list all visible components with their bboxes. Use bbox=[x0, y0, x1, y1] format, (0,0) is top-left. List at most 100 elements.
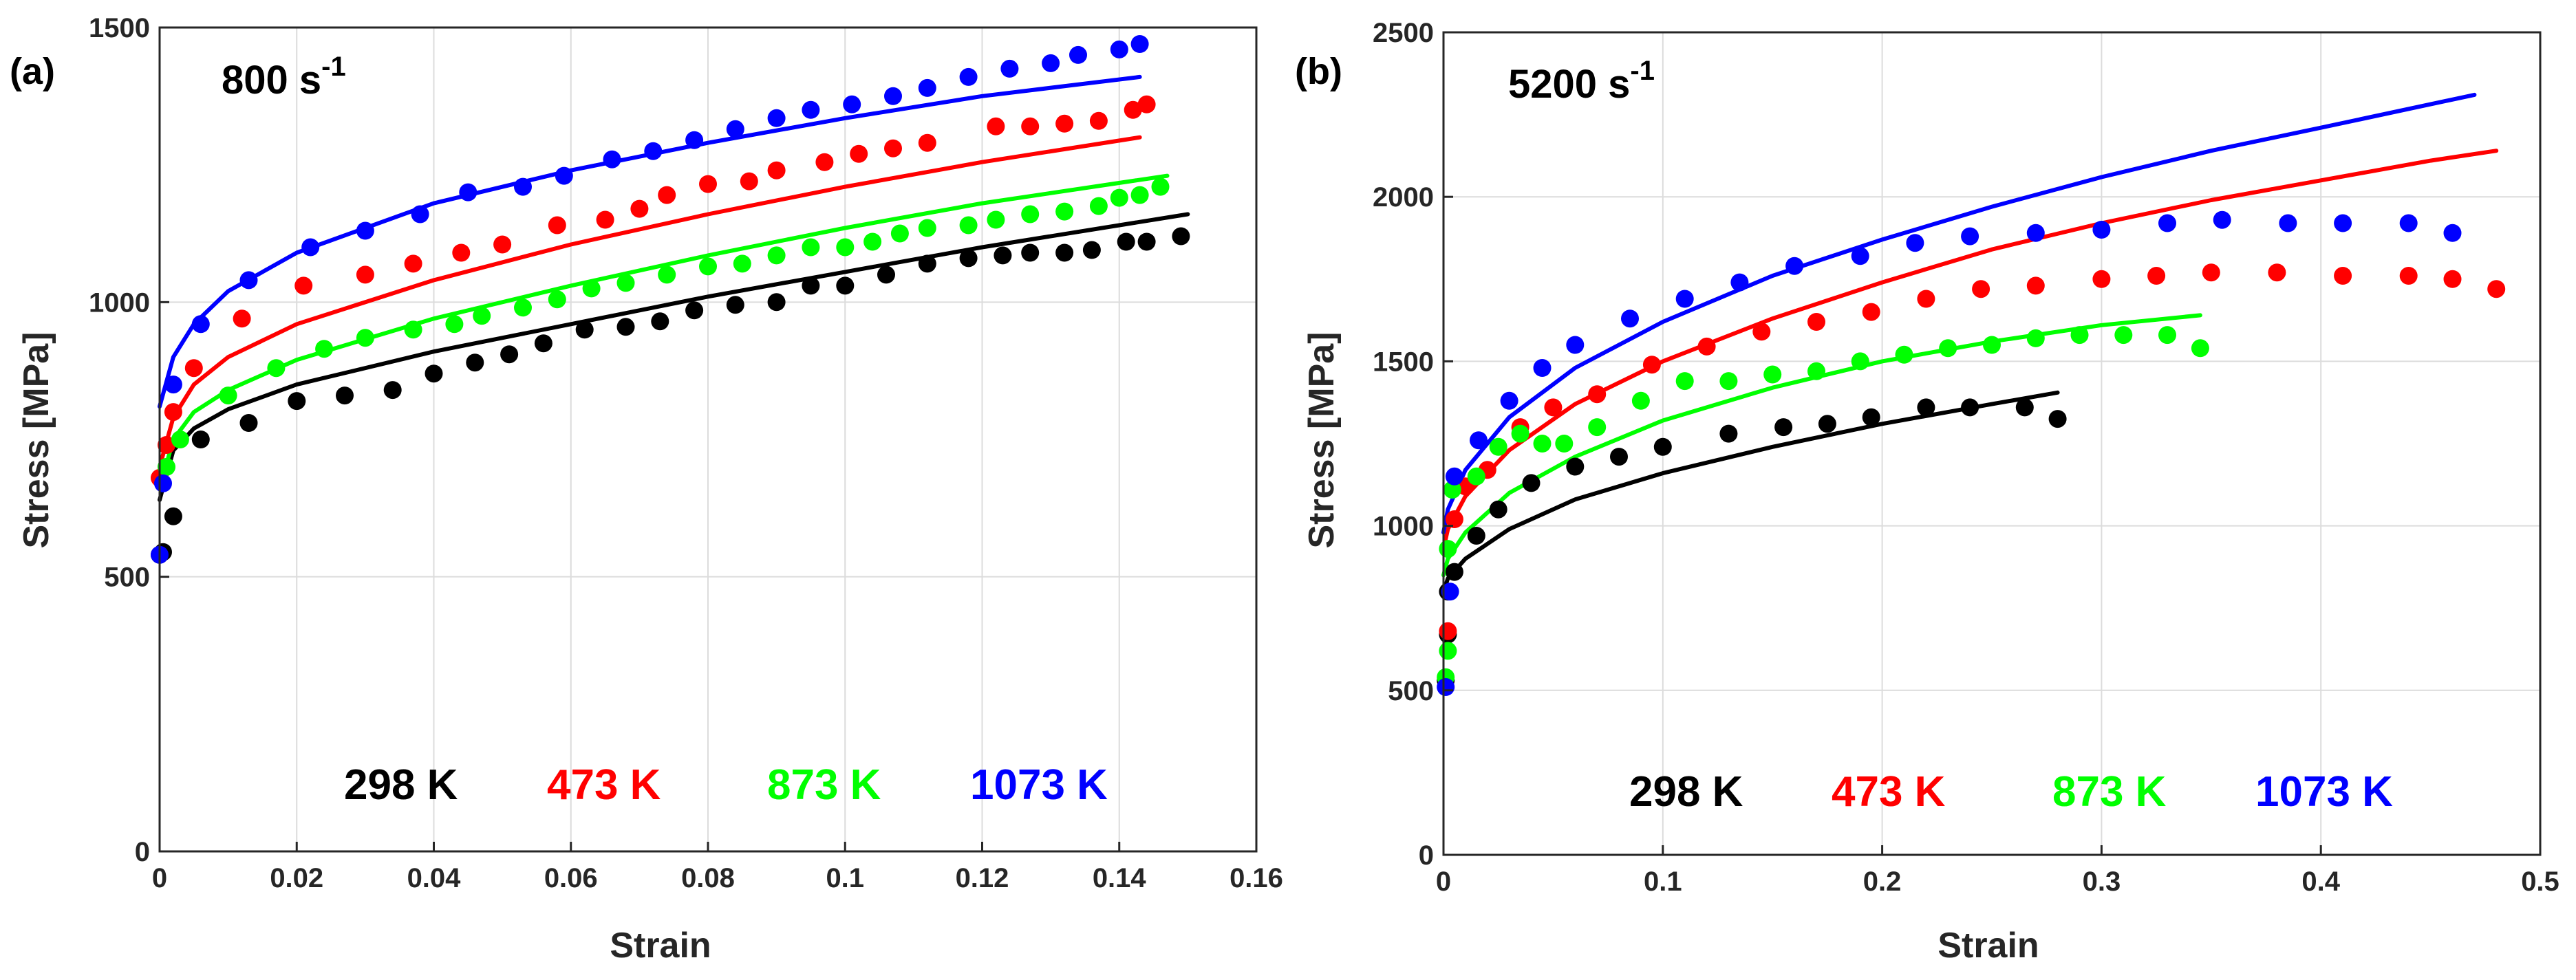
panel-b-marker-1073k bbox=[1851, 247, 1869, 265]
panel-b-y-tick-label: 500 bbox=[1388, 676, 1434, 706]
panel-b-marker-298k bbox=[1522, 474, 1541, 492]
panel-b-x-tick-label: 0.5 bbox=[2521, 867, 2559, 897]
panel-b-marker-1073k bbox=[1470, 431, 1488, 450]
panel-a-marker-298k bbox=[685, 301, 704, 320]
panel-b-marker-1073k bbox=[1441, 582, 1459, 601]
panel-a-marker-473k bbox=[987, 117, 1005, 135]
panel-a-rate-exponent: -1 bbox=[321, 52, 346, 82]
panel-b-marker-873k bbox=[1588, 418, 1607, 437]
panel-b-marker-298k bbox=[1862, 408, 1880, 426]
panel-a-grid bbox=[159, 27, 1257, 852]
panel-b-marker-298k bbox=[1566, 457, 1585, 476]
panel-a-x-tick-label: 0.06 bbox=[544, 863, 598, 893]
panel-a-marker-298k bbox=[994, 246, 1012, 265]
panel-a-marker-1073k bbox=[356, 221, 374, 240]
panel-b-marker-873k bbox=[1443, 481, 1461, 499]
panel-b-marker-473k bbox=[1972, 280, 1990, 298]
panel-a-marker-473k bbox=[493, 235, 512, 254]
panel-a-marker-873k bbox=[548, 290, 566, 309]
panel-b-marker-1073k bbox=[2443, 224, 2462, 242]
panel-b-marker-473k bbox=[2487, 280, 2506, 298]
panel-a-chart: (a) 800 s-1 Strain Stress [MPa] 0 0.02 0.0… bbox=[10, 13, 1283, 966]
panel-b-marker-473k bbox=[2399, 267, 2418, 285]
panel-b-marker-873k bbox=[1675, 372, 1694, 391]
panel-a-marker-1073k bbox=[603, 150, 621, 168]
panel-a-marker-298k bbox=[1117, 232, 1135, 251]
panel-b-marker-1073k bbox=[2213, 210, 2231, 229]
panel-b-marker-873k bbox=[1631, 391, 1650, 410]
panel-a-marker-1073k bbox=[154, 474, 172, 492]
panel-a-marker-873k bbox=[1130, 186, 1149, 204]
panel-a-marker-298k bbox=[425, 364, 443, 383]
panel-b-model-line-1073k bbox=[1441, 92, 2477, 535]
panel-b-marker-473k bbox=[2147, 267, 2166, 285]
panel-b-marker-873k bbox=[2114, 326, 2133, 345]
panel-a-marker-873k bbox=[802, 238, 820, 257]
panel-a-x-tick-label: 0.04 bbox=[407, 863, 462, 893]
panel-a-marker-873k bbox=[918, 219, 936, 237]
panel-a-marker-298k bbox=[239, 414, 258, 432]
panel-a-marker-873k bbox=[836, 238, 855, 257]
panel-b-marker-298k bbox=[1961, 398, 1979, 417]
panel-a-marker-473k bbox=[233, 309, 251, 328]
panel-a-marker-473k bbox=[404, 254, 422, 273]
panel-a-marker-298k bbox=[802, 276, 820, 295]
panel-b-marker-1073k bbox=[1500, 391, 1518, 410]
panel-b-markers bbox=[1437, 210, 2506, 696]
panel-a-model-line-1073k bbox=[158, 74, 1142, 409]
panel-a-marker-1073k bbox=[411, 205, 429, 224]
panel-a-marker-298k bbox=[651, 312, 669, 331]
panel-b-marker-873k bbox=[1439, 540, 1457, 558]
panel-a-model-line-473k bbox=[158, 135, 1142, 469]
panel-a-marker-1073k bbox=[1069, 45, 1087, 64]
panel-a-marker-873k bbox=[658, 265, 676, 284]
panel-b-marker-298k bbox=[1489, 500, 1507, 519]
panel-a-marker-873k bbox=[219, 386, 237, 405]
panel-b-marker-473k bbox=[1439, 622, 1457, 640]
panel-b-marker-1073k bbox=[1621, 309, 1639, 328]
panel-a-marker-873k bbox=[356, 329, 374, 347]
panel-b-marker-473k bbox=[2443, 270, 2462, 288]
panel-a-marker-473k bbox=[548, 216, 566, 235]
panel-a-marker-873k bbox=[987, 210, 1005, 229]
panel-a-legend-473k: 473 K bbox=[547, 761, 661, 809]
panel-a-x-tick-label: 0.08 bbox=[681, 863, 735, 893]
panel-a-marker-473k bbox=[452, 243, 471, 262]
panel-a-marker-298k bbox=[534, 334, 552, 353]
panel-b-marker-473k bbox=[2268, 263, 2286, 282]
panel-a-marker-298k bbox=[164, 507, 182, 525]
panel-b-y-tick-label: 2000 bbox=[1373, 182, 1434, 213]
panel-a-marker-873k bbox=[1151, 177, 1170, 196]
panel-a-x-tick-label: 0.16 bbox=[1230, 863, 1283, 893]
panel-b-marker-873k bbox=[1489, 437, 1507, 456]
panel-b-marker-1073k bbox=[1906, 234, 1924, 252]
panel-a-x-tick-label: 0.1 bbox=[826, 863, 864, 893]
panel-b-marker-298k bbox=[1917, 398, 1935, 417]
panel-a-model-lines bbox=[158, 74, 1190, 502]
panel-a-legend-1073k: 1073 K bbox=[970, 761, 1108, 809]
panel-a-marker-473k bbox=[184, 359, 203, 378]
panel-b-marker-298k bbox=[1445, 563, 1463, 581]
panel-a-marker-298k bbox=[191, 431, 210, 448]
panel-a-y-tick-label: 1000 bbox=[89, 287, 150, 318]
panel-b-marker-1073k bbox=[2279, 214, 2297, 232]
panel-a-y-tick-label: 1500 bbox=[89, 13, 150, 43]
panel-b-marker-873k bbox=[1807, 362, 1825, 380]
panel-a-tag: (a) bbox=[10, 51, 55, 92]
panel-b-model-line-298k bbox=[1441, 390, 2060, 594]
panel-a-marker-298k bbox=[575, 320, 594, 339]
panel-a-marker-473k bbox=[884, 139, 902, 157]
panel-b-marker-473k bbox=[2092, 270, 2111, 288]
panel-a-marker-873k bbox=[699, 257, 717, 276]
panel-b-marker-298k bbox=[1774, 418, 1793, 437]
panel-b-marker-473k bbox=[1917, 290, 1935, 308]
panel-a-marker-473k bbox=[1055, 114, 1074, 133]
panel-a-marker-1073k bbox=[843, 95, 861, 113]
panel-b-chart: (b) 5200 s-1 Strain Stress [MPa] 0 0.1 0.2… bbox=[1295, 18, 2559, 966]
panel-a-marker-473k bbox=[356, 265, 374, 284]
panel-a-marker-473k bbox=[1089, 111, 1108, 130]
panel-b-marker-873k bbox=[1719, 372, 1738, 391]
panel-b-marker-298k bbox=[1467, 527, 1485, 545]
panel-a-marker-1073k bbox=[555, 166, 573, 185]
panel-b-marker-1073k bbox=[1533, 359, 1552, 377]
